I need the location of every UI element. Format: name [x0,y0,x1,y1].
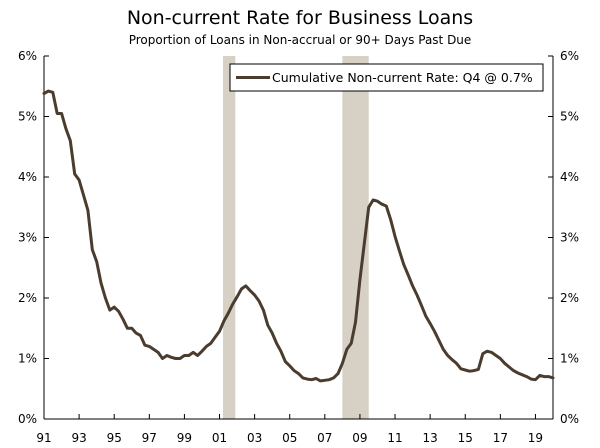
axes: 0% 0% 1% 1% 2% 2% 3% 3% 4% 4% 5% 5% 6% 6% 91 93 95 97 99 01… [18,49,579,445]
legend: Cumulative Non-current Rate: Q4 @ 0.7% [229,63,544,92]
y-tick-label-right: 1% [560,352,579,366]
legend-box [229,63,544,92]
x-tick-label: 97 [142,431,157,445]
recession-bands [223,56,369,419]
x-tick-label: 17 [493,431,508,445]
x-tick-label: 93 [71,431,86,445]
y-tick-label-left: 6% [18,49,37,63]
y-tick-label-right: 6% [560,49,579,63]
x-tick-label: 07 [317,431,332,445]
series-line [42,89,555,383]
x-tick-label: 01 [212,431,227,445]
legend-label: Cumulative Non-current Rate: Q4 @ 0.7% [272,70,533,85]
x-tick-label: 19 [528,431,543,445]
x-tick-label: 95 [107,431,122,445]
y-tick-label-right: 3% [560,231,579,245]
y-tick-label-right: 5% [560,110,579,124]
x-tick-label: 91 [36,431,51,445]
y-tick-label-left: 0% [18,412,37,426]
x-tick-label: 99 [177,431,192,445]
x-tick-label: 05 [282,431,297,445]
chart-title: Non-current Rate for Business Loans [127,7,473,29]
chart-subtitle: Proportion of Loans in Non-accrual or 90… [129,33,472,47]
x-tick-label: 09 [352,431,367,445]
y-tick-label-left: 4% [18,170,37,184]
series-lines [42,89,555,383]
y-tick-label-right: 0% [560,412,579,426]
y-tick-label-right: 2% [560,291,579,305]
x-tick-label: 03 [247,431,262,445]
recession-band [223,56,236,419]
x-tick-label: 13 [422,431,437,445]
x-tick-label: 15 [458,431,473,445]
y-tick-label-left: 1% [18,352,37,366]
x-tick-label: 11 [387,431,402,445]
y-tick-label-left: 5% [18,110,37,124]
y-tick-label-left: 3% [18,231,37,245]
y-tick-label-right: 4% [560,170,579,184]
y-tick-label-left: 2% [18,291,37,305]
